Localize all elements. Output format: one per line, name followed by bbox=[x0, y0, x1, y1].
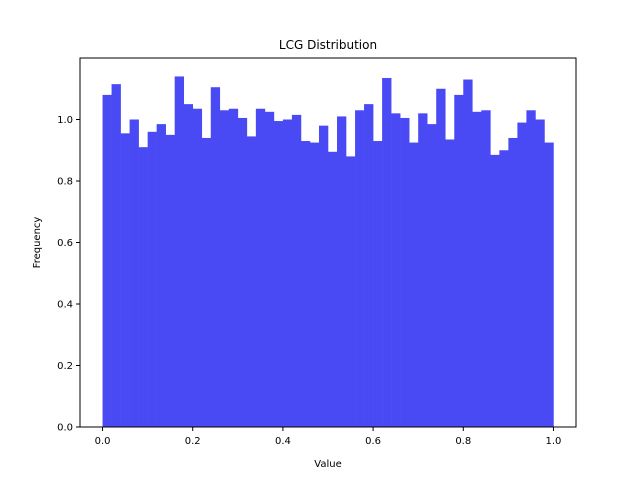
histogram-bar bbox=[382, 77, 392, 428]
y-tick-label: 0.6 bbox=[57, 238, 73, 249]
histogram-bar bbox=[111, 84, 121, 427]
histogram-bar bbox=[499, 150, 509, 427]
histogram-bar bbox=[508, 137, 518, 427]
histogram-bar bbox=[291, 114, 302, 427]
histogram-bar bbox=[183, 104, 194, 427]
chart-title: LCG Distribution bbox=[279, 38, 377, 52]
histogram-bar bbox=[318, 125, 329, 428]
y-axis-label: Frequency bbox=[32, 217, 43, 269]
histogram-bar bbox=[210, 87, 221, 428]
x-tick-label: 1.0 bbox=[546, 436, 562, 447]
histogram-bar bbox=[535, 119, 545, 427]
x-axis-ticks: 0.0 0.2 0.4 0.6 0.8 1.0 bbox=[95, 427, 562, 447]
y-tick-label: 0.4 bbox=[57, 300, 73, 311]
histogram-bar bbox=[300, 141, 311, 427]
histogram-bar bbox=[192, 108, 203, 428]
histogram-bar bbox=[228, 108, 239, 428]
histogram-bar bbox=[147, 131, 157, 428]
histogram-bar bbox=[400, 117, 410, 428]
histogram-bar bbox=[355, 110, 365, 428]
histogram-bar bbox=[454, 94, 464, 428]
histogram-bar bbox=[373, 141, 383, 427]
histogram-bar bbox=[174, 76, 185, 427]
histogram-bar bbox=[337, 116, 347, 428]
histogram-bar bbox=[120, 133, 130, 427]
x-tick-label: 0.2 bbox=[185, 436, 201, 447]
histogram-bar bbox=[255, 108, 266, 428]
histogram-bar bbox=[481, 110, 491, 428]
histogram-bar bbox=[391, 113, 401, 427]
x-tick-label: 0.8 bbox=[455, 436, 471, 447]
histogram-bar bbox=[463, 79, 473, 428]
histogram-bar bbox=[418, 113, 428, 427]
histogram-bar bbox=[526, 110, 536, 428]
histogram-bar bbox=[201, 137, 212, 427]
histogram-bar bbox=[436, 88, 446, 427]
histogram-bar bbox=[102, 94, 112, 428]
histogram-bar bbox=[264, 111, 275, 427]
histogram-bar bbox=[472, 111, 482, 427]
y-tick-label: 0.8 bbox=[57, 177, 73, 188]
histogram-bar bbox=[165, 134, 175, 427]
y-tick-label: 1.0 bbox=[57, 115, 73, 126]
histogram-bar bbox=[156, 124, 166, 428]
y-axis-ticks: 0.0 0.2 0.4 0.6 0.8 1.0 bbox=[57, 115, 80, 434]
histogram-bar bbox=[544, 142, 554, 427]
x-axis-label: Value bbox=[314, 459, 341, 470]
x-tick-label: 0.6 bbox=[365, 436, 381, 447]
histogram-bar bbox=[328, 151, 338, 427]
histogram-bar bbox=[129, 119, 139, 427]
y-tick-label: 0.0 bbox=[57, 423, 73, 434]
histogram-bar bbox=[138, 147, 148, 428]
histogram-bar bbox=[346, 156, 356, 427]
histogram-bar bbox=[427, 124, 437, 428]
histogram-bar bbox=[364, 104, 374, 427]
x-tick-label: 0.0 bbox=[95, 436, 111, 447]
histogram-bar bbox=[490, 154, 500, 428]
histogram-bar bbox=[282, 119, 293, 427]
histogram-bar bbox=[445, 139, 455, 428]
histogram-bar bbox=[219, 110, 230, 428]
histogram-bar bbox=[309, 142, 320, 427]
histogram-bar bbox=[409, 142, 419, 427]
histogram-bar bbox=[237, 117, 248, 428]
x-tick-label: 0.4 bbox=[275, 436, 291, 447]
histogram-bars bbox=[102, 76, 554, 428]
y-tick-label: 0.2 bbox=[57, 361, 73, 372]
histogram-bar bbox=[246, 136, 257, 427]
histogram-bar bbox=[273, 121, 284, 427]
histogram-bar bbox=[517, 122, 527, 427]
